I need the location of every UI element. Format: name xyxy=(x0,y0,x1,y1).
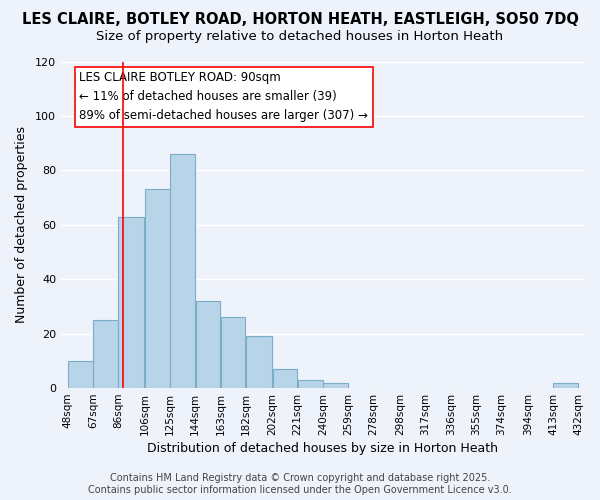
Bar xyxy=(246,336,272,388)
Bar xyxy=(323,382,348,388)
Text: LES CLAIRE, BOTLEY ROAD, HORTON HEATH, EASTLEIGH, SO50 7DQ: LES CLAIRE, BOTLEY ROAD, HORTON HEATH, E… xyxy=(22,12,578,28)
Text: Contains HM Land Registry data © Crown copyright and database right 2025.
Contai: Contains HM Land Registry data © Crown c… xyxy=(88,474,512,495)
Bar xyxy=(196,301,220,388)
Bar xyxy=(170,154,195,388)
Text: Size of property relative to detached houses in Horton Heath: Size of property relative to detached ho… xyxy=(97,30,503,43)
Bar xyxy=(298,380,323,388)
Bar xyxy=(118,216,145,388)
Bar xyxy=(68,361,92,388)
X-axis label: Distribution of detached houses by size in Horton Heath: Distribution of detached houses by size … xyxy=(148,442,499,455)
Bar xyxy=(273,369,298,388)
Bar xyxy=(93,320,118,388)
Y-axis label: Number of detached properties: Number of detached properties xyxy=(15,126,28,324)
Bar xyxy=(221,318,245,388)
Bar xyxy=(145,190,170,388)
Bar xyxy=(553,382,578,388)
Text: LES CLAIRE BOTLEY ROAD: 90sqm
← 11% of detached houses are smaller (39)
89% of s: LES CLAIRE BOTLEY ROAD: 90sqm ← 11% of d… xyxy=(79,72,368,122)
